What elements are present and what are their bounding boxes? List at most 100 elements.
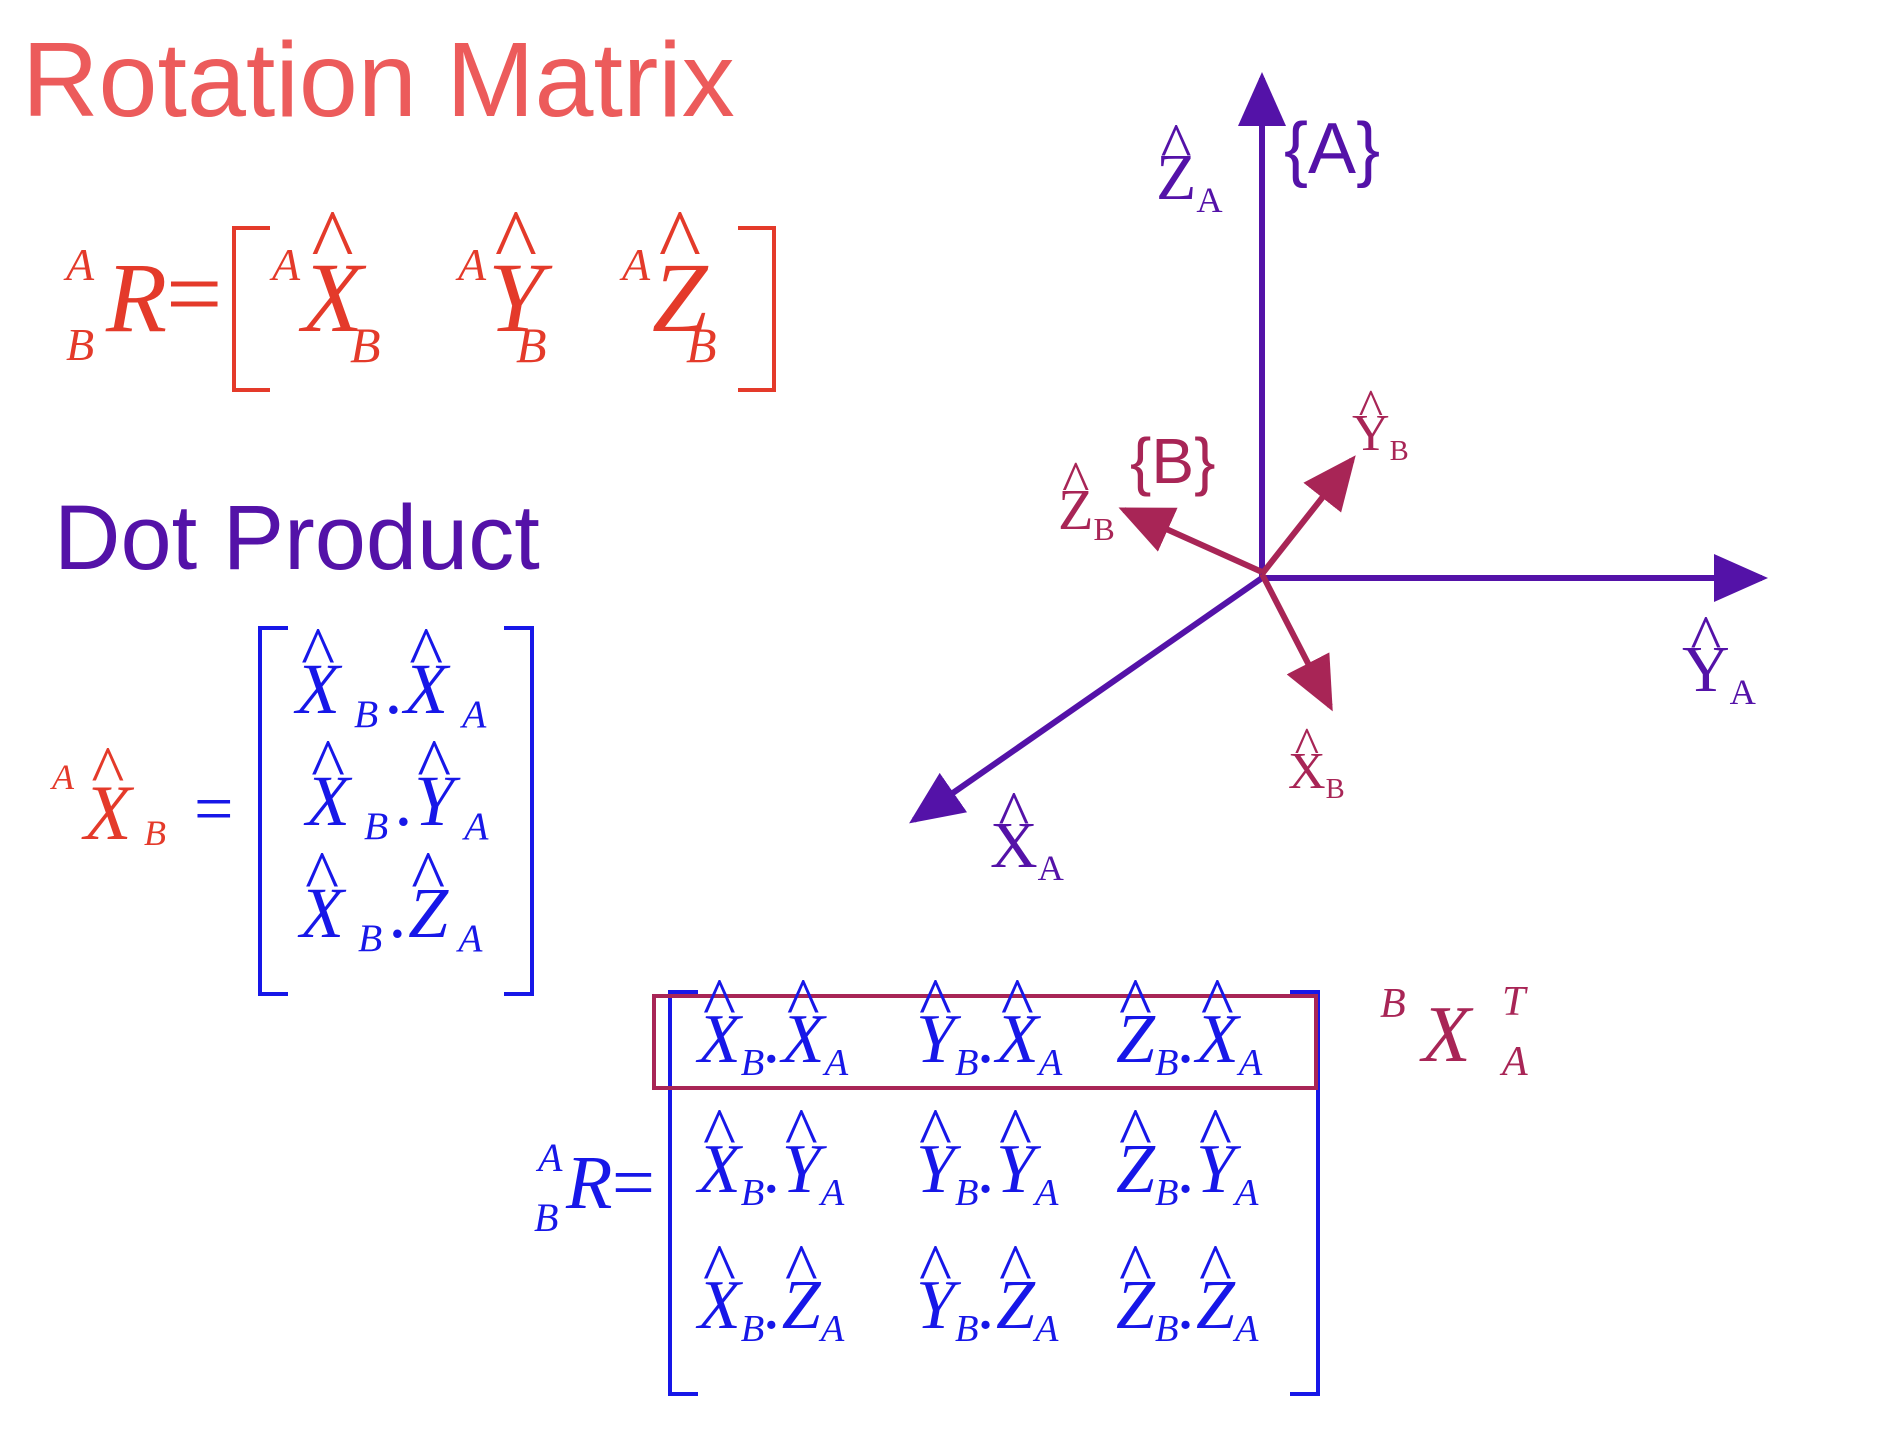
eq3-cell-b: Z — [781, 1267, 821, 1344]
hat-symbol: ^ — [999, 1094, 1032, 1172]
frame-b-label: {B} — [1130, 425, 1216, 497]
eq3-cell-dot: . — [764, 1001, 782, 1078]
eq1-col2-letter: Y — [488, 242, 544, 353]
eq3-right-bracket — [1290, 990, 1320, 1396]
eq2-row1-dot: . — [386, 649, 405, 729]
eq3-cell-b-sub: A — [1234, 1308, 1259, 1351]
eq3-cell-dot: . — [1178, 1267, 1196, 1344]
eq3-lhs-main: R — [566, 1141, 613, 1225]
frame-a-x-letter: X — [990, 809, 1038, 882]
hat-symbol: ^ — [301, 611, 335, 692]
frame-a-z-sub: A — [1196, 179, 1223, 220]
hat-symbol: ^ — [702, 1230, 736, 1308]
eq3-cell-dot: . — [1178, 1131, 1196, 1208]
eq3-cell-b: Y — [995, 1131, 1035, 1208]
eq3-cell-dot: . — [978, 1267, 996, 1344]
eq2-row2-b-sub: A — [464, 803, 489, 848]
eq3-cell-a-sub: B — [1154, 1172, 1179, 1215]
eq3-cell-a: Y — [916, 1267, 955, 1344]
eq3-cell-b-sub: A — [824, 1042, 849, 1085]
eq3-cell-b: X — [1195, 1001, 1239, 1078]
transpose-sup-right: T — [1502, 979, 1526, 1025]
frame-a-x-label: ^ XA — [990, 781, 1064, 888]
hat-symbol: ^ — [411, 835, 446, 916]
frame-a-label: {A} — [1284, 109, 1381, 189]
eq2-row2-a-sub: B — [363, 803, 389, 848]
eq3-cell-dot: . — [978, 1131, 996, 1208]
eq1-col1-sub: B — [350, 317, 381, 373]
eq1-col2-sub: B — [516, 317, 547, 373]
hat-symbol: ^ — [311, 723, 345, 804]
eq3-left-bracket — [668, 990, 698, 1396]
eq1-col1-sup: A — [272, 239, 301, 290]
eq3-cell-b: Z — [995, 1267, 1035, 1344]
eq2-row1-a: X — [296, 649, 340, 729]
frame-a-x-sub: A — [1037, 847, 1064, 888]
eq1-lhs-sub: B — [66, 319, 95, 370]
frame-a-x-hat: ^ — [998, 777, 1030, 851]
hat-symbol: ^ — [1200, 964, 1234, 1042]
eq3-cell-r1-c1: ^ XB. ^ XA — [698, 968, 848, 1084]
eq1-col3-letter: Z — [652, 242, 708, 353]
frame-b-z-hat: ^ — [1062, 448, 1090, 514]
frame-b-z-letter: Z — [1058, 477, 1094, 542]
eq3-cell-r1-c3: ^ ZB. ^ XA — [1116, 968, 1262, 1084]
eq3-cell-b: Y — [781, 1131, 821, 1208]
eq3-cell-a-sub: B — [954, 1042, 979, 1085]
frame-a-z-letter: Z — [1156, 141, 1197, 214]
eq3-cell-a: Y — [916, 1001, 955, 1078]
hat-symbol: ^ — [919, 1094, 952, 1172]
dot-product-heading: Dot Product — [54, 487, 540, 589]
eq3-cell-b-sub: A — [1038, 1042, 1063, 1085]
page-title: Rotation Matrix — [22, 21, 735, 139]
eq2-row2-dot: . — [396, 761, 415, 841]
frame-b-x-hat: ^ — [1294, 718, 1319, 776]
eq3-cell-a-sub: B — [1154, 1042, 1179, 1085]
eq3-cell-a: Z — [1116, 1267, 1155, 1344]
eq2-equals: = — [194, 771, 234, 848]
frame-a-y-letter: Y — [1682, 633, 1730, 706]
eq2-row3-b: Z — [408, 873, 449, 953]
eq3-cell-b-sub: A — [1034, 1308, 1059, 1351]
eq3-equals: = — [612, 1141, 655, 1225]
eq3-cell-a-sub: B — [740, 1172, 765, 1215]
hat-symbol: ^ — [417, 723, 452, 804]
eq3-cell-a: X — [698, 1131, 741, 1208]
eq3-cell-a: X — [698, 1001, 741, 1078]
eq2-row-2: ^ X B. ^ Y A — [306, 728, 488, 848]
eq2-row-3: ^ X B. ^ Z A — [300, 840, 482, 960]
eq3-cell-a: Y — [916, 1131, 955, 1208]
frame-b-y-hat: ^ — [1358, 380, 1383, 438]
eq1-col1-main: ^ X — [302, 196, 363, 355]
eq3-cell-a: Z — [1116, 1001, 1155, 1078]
eq3-cell-dot: . — [764, 1131, 782, 1208]
frame-b-x-sub: B — [1325, 774, 1345, 805]
eq1-col1-hat: ^ — [311, 191, 354, 291]
frame-a-y-hat: ^ — [1690, 601, 1722, 675]
eq3-cell-r3-c3: ^ ZB. ^ ZA — [1116, 1234, 1258, 1350]
hat-symbol: ^ — [1000, 964, 1034, 1042]
eq1-left-bracket — [232, 226, 270, 392]
eq1-lhs-main: R — [106, 242, 168, 353]
eq2-left-bracket — [258, 626, 288, 996]
eq2-lhs-main: ^ X — [84, 736, 132, 858]
hat-symbol: ^ — [999, 1230, 1032, 1308]
hat-symbol: ^ — [919, 1230, 952, 1308]
eq3-lhs-sub: B — [534, 1195, 559, 1240]
frame-a-y-sub: A — [1729, 671, 1756, 712]
frame-b-z-axis — [1118, 507, 1264, 575]
eq3-cell-r1-c2: ^ YB. ^ XA — [916, 968, 1062, 1084]
eq3-cell-r3-c2: ^ YB. ^ ZA — [916, 1234, 1058, 1350]
frame-b-y-label: ^ YB — [1352, 383, 1409, 467]
frame-b-x-label: ^ XB — [1288, 721, 1345, 805]
eq3-cell-r2-c2: ^ YB. ^ YA — [916, 1098, 1058, 1214]
eq1-lhs-sup: A — [66, 239, 95, 290]
hat-symbol: ^ — [784, 1094, 818, 1172]
eq3-cell-dot: . — [1178, 1001, 1196, 1078]
frame-a-y-label: ^ YA — [1682, 605, 1756, 712]
eq3-cell-r2-c1: ^ XB. ^ YA — [698, 1098, 844, 1214]
frame-a-z-hat: ^ — [1160, 109, 1192, 183]
eq2-row1-b: X — [404, 649, 449, 729]
eq2-row3-a: X — [300, 873, 344, 953]
frame-b-x-axis — [1259, 572, 1333, 712]
